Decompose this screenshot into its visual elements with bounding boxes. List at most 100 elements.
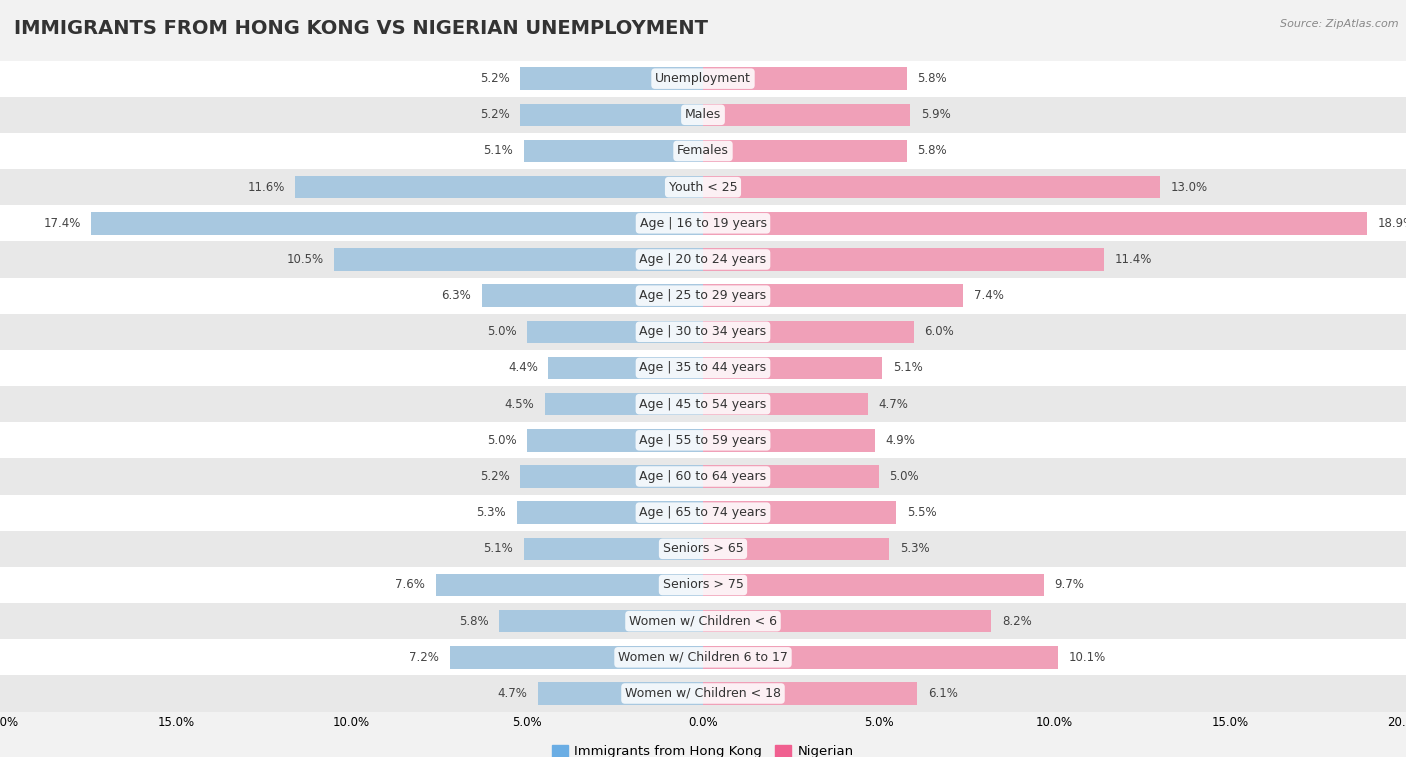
- Bar: [91, 212, 703, 235]
- Legend: Immigrants from Hong Kong, Nigerian: Immigrants from Hong Kong, Nigerian: [547, 740, 859, 757]
- Bar: [450, 646, 703, 668]
- Bar: [703, 393, 869, 416]
- Text: Age | 45 to 54 years: Age | 45 to 54 years: [640, 397, 766, 410]
- Bar: [703, 501, 897, 524]
- Text: 17.4%: 17.4%: [44, 217, 82, 230]
- Bar: [703, 429, 875, 451]
- Bar: [537, 682, 703, 705]
- Bar: [0, 97, 1406, 133]
- Bar: [527, 429, 703, 451]
- Text: 5.8%: 5.8%: [917, 72, 948, 85]
- Text: Seniors > 75: Seniors > 75: [662, 578, 744, 591]
- Text: Age | 60 to 64 years: Age | 60 to 64 years: [640, 470, 766, 483]
- Text: 7.2%: 7.2%: [409, 651, 439, 664]
- Text: Unemployment: Unemployment: [655, 72, 751, 85]
- Text: Age | 35 to 44 years: Age | 35 to 44 years: [640, 362, 766, 375]
- Bar: [703, 537, 889, 560]
- Text: Females: Females: [678, 145, 728, 157]
- Bar: [0, 675, 1406, 712]
- Bar: [703, 321, 914, 343]
- Bar: [0, 133, 1406, 169]
- Text: 5.2%: 5.2%: [479, 108, 510, 121]
- Text: 6.1%: 6.1%: [928, 687, 957, 700]
- Text: Age | 55 to 59 years: Age | 55 to 59 years: [640, 434, 766, 447]
- Bar: [520, 466, 703, 488]
- Text: 4.5%: 4.5%: [505, 397, 534, 410]
- Bar: [436, 574, 703, 597]
- Bar: [703, 248, 1104, 271]
- Bar: [527, 321, 703, 343]
- Text: Males: Males: [685, 108, 721, 121]
- Text: IMMIGRANTS FROM HONG KONG VS NIGERIAN UNEMPLOYMENT: IMMIGRANTS FROM HONG KONG VS NIGERIAN UN…: [14, 19, 709, 38]
- Bar: [703, 140, 907, 162]
- Bar: [0, 350, 1406, 386]
- Text: 5.9%: 5.9%: [921, 108, 950, 121]
- Text: 11.4%: 11.4%: [1115, 253, 1152, 266]
- Text: 4.9%: 4.9%: [886, 434, 915, 447]
- Bar: [0, 386, 1406, 422]
- Bar: [0, 313, 1406, 350]
- Text: Age | 25 to 29 years: Age | 25 to 29 years: [640, 289, 766, 302]
- Text: 5.1%: 5.1%: [484, 542, 513, 556]
- Bar: [0, 567, 1406, 603]
- Bar: [703, 176, 1160, 198]
- Bar: [546, 393, 703, 416]
- Bar: [703, 104, 911, 126]
- Bar: [703, 212, 1367, 235]
- Bar: [703, 646, 1057, 668]
- Text: 4.7%: 4.7%: [879, 397, 908, 410]
- Bar: [517, 501, 703, 524]
- Bar: [0, 422, 1406, 459]
- Text: 10.5%: 10.5%: [287, 253, 323, 266]
- Bar: [520, 67, 703, 90]
- Bar: [524, 140, 703, 162]
- Text: 6.3%: 6.3%: [441, 289, 471, 302]
- Text: 8.2%: 8.2%: [1001, 615, 1032, 628]
- Text: 5.2%: 5.2%: [479, 72, 510, 85]
- Text: 10.1%: 10.1%: [1069, 651, 1105, 664]
- Bar: [335, 248, 703, 271]
- Bar: [0, 241, 1406, 278]
- Text: Age | 20 to 24 years: Age | 20 to 24 years: [640, 253, 766, 266]
- Bar: [703, 610, 991, 632]
- Bar: [0, 169, 1406, 205]
- Text: Women w/ Children 6 to 17: Women w/ Children 6 to 17: [619, 651, 787, 664]
- Text: 5.2%: 5.2%: [479, 470, 510, 483]
- Bar: [0, 531, 1406, 567]
- Text: 4.7%: 4.7%: [498, 687, 527, 700]
- Text: 5.0%: 5.0%: [486, 326, 517, 338]
- Text: 18.9%: 18.9%: [1378, 217, 1406, 230]
- Bar: [295, 176, 703, 198]
- Bar: [703, 682, 917, 705]
- Bar: [703, 466, 879, 488]
- Bar: [0, 603, 1406, 639]
- Text: 7.6%: 7.6%: [395, 578, 426, 591]
- Bar: [0, 494, 1406, 531]
- Text: 5.3%: 5.3%: [900, 542, 929, 556]
- Bar: [481, 285, 703, 307]
- Bar: [0, 639, 1406, 675]
- Text: 5.0%: 5.0%: [889, 470, 920, 483]
- Text: 13.0%: 13.0%: [1170, 181, 1208, 194]
- Text: Women w/ Children < 6: Women w/ Children < 6: [628, 615, 778, 628]
- Text: 9.7%: 9.7%: [1054, 578, 1084, 591]
- Bar: [524, 537, 703, 560]
- Text: 6.0%: 6.0%: [925, 326, 955, 338]
- Text: 5.8%: 5.8%: [458, 615, 489, 628]
- Text: Source: ZipAtlas.com: Source: ZipAtlas.com: [1281, 19, 1399, 29]
- Bar: [0, 459, 1406, 494]
- Text: 5.1%: 5.1%: [484, 145, 513, 157]
- Bar: [0, 61, 1406, 97]
- Text: Women w/ Children < 18: Women w/ Children < 18: [626, 687, 780, 700]
- Bar: [703, 285, 963, 307]
- Bar: [520, 104, 703, 126]
- Text: Age | 30 to 34 years: Age | 30 to 34 years: [640, 326, 766, 338]
- Text: 11.6%: 11.6%: [247, 181, 285, 194]
- Bar: [499, 610, 703, 632]
- Bar: [703, 357, 883, 379]
- Text: Youth < 25: Youth < 25: [669, 181, 737, 194]
- Text: Age | 16 to 19 years: Age | 16 to 19 years: [640, 217, 766, 230]
- Bar: [703, 67, 907, 90]
- Text: 5.1%: 5.1%: [893, 362, 922, 375]
- Text: Seniors > 65: Seniors > 65: [662, 542, 744, 556]
